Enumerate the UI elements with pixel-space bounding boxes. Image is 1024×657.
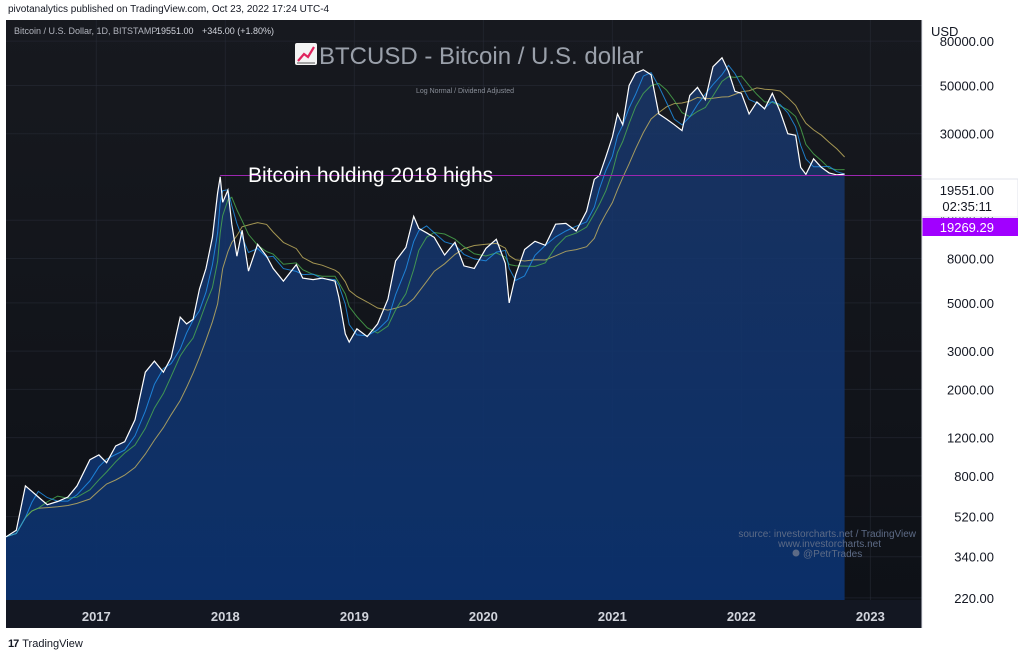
symbol-info-text: Bitcoin / U.S. Dollar, 1D, BITSTAMP [14, 26, 157, 36]
x-tick-label: 2022 [727, 609, 756, 624]
moving-average-slow-line [6, 87, 845, 538]
watermark-source: source: investorcharts.net / TradingView [738, 529, 916, 540]
tradingview-brand-label: TradingView [22, 638, 83, 650]
price-axis-background [922, 20, 1018, 600]
price-area-fill [6, 57, 845, 601]
y-tick-label: 5000.00 [947, 296, 994, 311]
x-tick-label: 2017 [82, 609, 111, 624]
level-price-badge[interactable] [922, 218, 1018, 236]
annotation-text: Bitcoin holding 2018 highs [248, 164, 493, 187]
y-tick-label: 80000.00 [940, 34, 994, 49]
x-tick-label: 2020 [469, 609, 498, 624]
tradingview-brand[interactable]: 17 TradingView [8, 638, 83, 650]
time-axis-background [6, 600, 1018, 628]
y-tick-label: 800.00 [954, 469, 994, 484]
footer-bar: 17 TradingView [0, 632, 1024, 657]
last-price-badge[interactable] [921, 178, 1018, 218]
level-price-label: 19269.29 [940, 220, 994, 235]
y-tick-label: 3000.00 [947, 344, 994, 359]
last-price-label: 19551.00 [940, 183, 994, 198]
y-tick-label: 220.00 [954, 591, 994, 606]
chart-title: BTCUSD - Bitcoin / U.S. dollar [319, 43, 643, 70]
x-tick-label: 2023 [856, 609, 885, 624]
chart-subtitle: Log Normal / Dividend Adjusted [416, 88, 514, 95]
bar-countdown-label: 02:35:11 [942, 199, 992, 214]
moving-average-mid-line [6, 75, 845, 538]
symbol-change-text: +345.00 (+1.80%) [202, 26, 274, 36]
x-tick-label: 2019 [340, 609, 369, 624]
gear-icon [792, 549, 800, 557]
y-tick-label: 2000.00 [947, 382, 994, 397]
chart-panel[interactable]: Bitcoin / U.S. Dollar, 1D, BITSTAMP 19551… [6, 20, 1018, 628]
x-tick-label: 2021 [598, 609, 627, 624]
publisher-bar: pivotanalytics published on TradingView.… [0, 0, 1024, 20]
x-tick-label: 2018 [211, 609, 240, 624]
y-tick-label: 8000.00 [947, 251, 994, 266]
tradingview-logo-icon: 17 [8, 638, 19, 650]
publisher-text: pivotanalytics published on TradingView.… [8, 4, 330, 15]
y-tick-label: 1200.00 [947, 431, 994, 446]
chart-increasing-icon [295, 43, 317, 65]
watermark-handle: @PetrTrades [803, 549, 862, 560]
axis-corner [922, 600, 1018, 628]
y-tick-label: 520.00 [954, 510, 994, 525]
currency-label: USD [931, 24, 958, 39]
symbol-price-text: 19551.00 [156, 26, 194, 36]
moving-average-fast-line [6, 64, 845, 538]
btc-price-chart[interactable]: Bitcoin / U.S. Dollar, 1D, BITSTAMP19551… [6, 20, 1018, 628]
price-line [6, 56, 845, 538]
y-tick-label: 340.00 [954, 550, 994, 565]
y-tick-label: 50000.00 [940, 78, 994, 93]
watermark-site: www.investorcharts.net [777, 539, 881, 550]
y-tick-label: 30000.00 [940, 127, 994, 142]
